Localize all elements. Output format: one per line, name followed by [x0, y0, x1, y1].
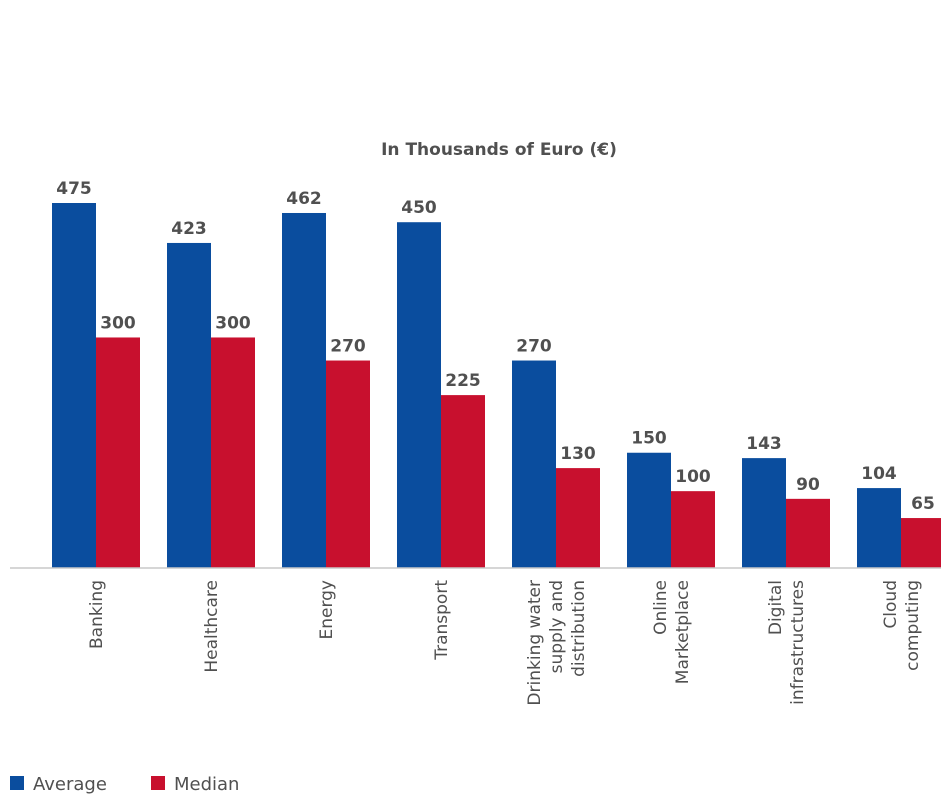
category-label-7: Cloud computing — [881, 580, 923, 671]
value-label-average-6: 143 — [746, 434, 782, 454]
category-label-1: Healthcare — [202, 580, 222, 673]
bar-median-6 — [786, 498, 830, 568]
value-label-median-6: 90 — [796, 475, 820, 495]
bar-median-2 — [326, 360, 370, 568]
bar-median-7 — [901, 518, 941, 568]
category-label-line: Healthcare — [202, 580, 222, 673]
value-label-median-1: 300 — [215, 313, 251, 333]
category-label-line: distribution — [569, 580, 589, 677]
bar-median-3 — [441, 395, 485, 568]
category-label-3: Transport — [432, 580, 452, 661]
bar-average-7 — [857, 488, 901, 568]
value-label-average-3: 450 — [401, 198, 437, 218]
category-label-line: computing — [903, 580, 923, 671]
value-label-average-7: 104 — [861, 464, 897, 484]
bar-average-1 — [167, 242, 211, 569]
value-label-median-4: 130 — [560, 444, 596, 464]
category-label-0: Banking — [87, 580, 107, 649]
category-labels: Banking Healthcare Energy Transport Drinking… — [87, 580, 923, 706]
value-label-median-3: 225 — [445, 371, 481, 391]
legend-swatch-median — [151, 776, 165, 790]
value-label-average-5: 150 — [631, 429, 667, 449]
value-label-median-2: 270 — [330, 337, 366, 357]
category-label-line: Online — [651, 580, 671, 635]
value-label-average-0: 475 — [56, 179, 92, 199]
category-label-line: infrastructures — [788, 580, 808, 705]
category-label-6: Digital infrastructures — [766, 580, 808, 705]
legend-label-average: Average — [33, 774, 107, 795]
legend: Average Median — [10, 774, 239, 795]
bar-median-0 — [96, 337, 140, 568]
bar-average-2 — [282, 212, 326, 568]
value-label-average-4: 270 — [516, 337, 552, 357]
value-label-average-2: 462 — [286, 189, 322, 209]
category-label-line: Digital — [766, 580, 786, 635]
value-label-median-5: 100 — [675, 467, 711, 487]
category-label-line: Drinking water — [525, 580, 545, 706]
category-label-4: Drinking water supply and distribution — [525, 580, 589, 706]
category-label-line: Transport — [432, 580, 452, 661]
bar-average-3 — [397, 222, 441, 569]
category-label-line: Banking — [87, 580, 107, 649]
legend-swatch-average — [10, 776, 24, 790]
bars-group: 475 300 423 300 462 270 450 225 270 130 150 100 143 9… — [52, 179, 941, 569]
category-label-line: supply and — [547, 580, 567, 673]
category-label-2: Energy — [317, 580, 337, 640]
bar-average-5 — [627, 452, 671, 568]
bar-average-0 — [52, 203, 96, 568]
value-label-median-0: 300 — [100, 313, 136, 333]
bar-average-6 — [742, 458, 786, 568]
chart-title: In Thousands of Euro (€) — [381, 140, 617, 160]
bar-median-1 — [211, 337, 255, 568]
category-label-line: Cloud — [881, 580, 901, 629]
bar-average-4 — [512, 360, 556, 568]
value-label-average-1: 423 — [171, 219, 207, 239]
category-label-line: Energy — [317, 580, 337, 640]
value-label-median-7: 65 — [911, 494, 935, 514]
bar-median-4 — [556, 468, 600, 568]
category-label-line: Marketplace — [673, 580, 693, 684]
category-label-5: Online Marketplace — [651, 580, 693, 684]
bar-median-5 — [671, 491, 715, 568]
legend-label-median: Median — [174, 774, 239, 795]
